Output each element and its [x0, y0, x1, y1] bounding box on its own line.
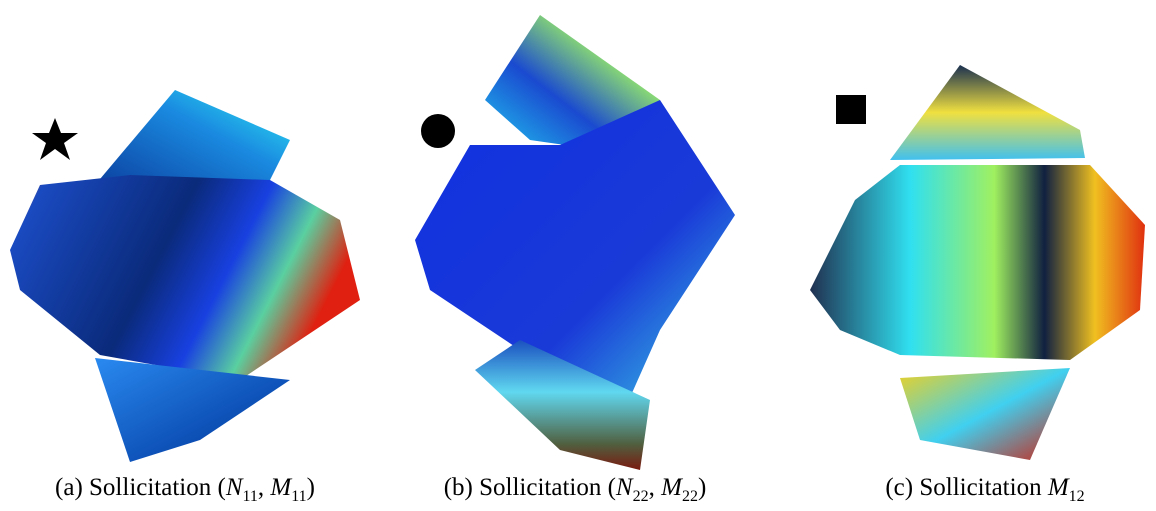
- caption-text: (c) Sollicitation: [885, 474, 1048, 501]
- math-symbol: M: [661, 474, 682, 501]
- caption: (a) Sollicitation (N11, M11): [55, 474, 315, 506]
- math-symbol: M: [270, 474, 292, 501]
- caption: (b) Sollicitation (N22, M22): [444, 474, 707, 506]
- renderings: [10, 15, 1145, 470]
- star-marker: [32, 118, 78, 160]
- block-bottom: [95, 358, 290, 462]
- caption-text: ,: [257, 474, 271, 501]
- square-marker: [836, 95, 866, 124]
- block-bottom: [900, 368, 1070, 460]
- block-middle: [415, 100, 735, 420]
- caption-text: ): [697, 474, 707, 501]
- block-top: [485, 15, 660, 150]
- block-top: [890, 65, 1085, 160]
- subscript: 12: [1068, 488, 1085, 505]
- block-middle: [810, 165, 1145, 360]
- caption-text: (b) Sollicitation (: [443, 474, 616, 501]
- math-symbol: N: [225, 474, 243, 501]
- math-symbol: N: [615, 474, 633, 501]
- block-bottom: [475, 340, 650, 470]
- caption-text: ,: [648, 474, 662, 501]
- math-symbol: M: [1047, 474, 1069, 501]
- caption: (c) Sollicitation M12: [885, 474, 1084, 506]
- subscript: 22: [681, 488, 698, 505]
- circle-marker: [421, 114, 455, 148]
- caption-text: ): [306, 474, 315, 501]
- subscript: 11: [291, 488, 307, 505]
- caption-text: (a) Sollicitation (: [55, 474, 226, 501]
- subscript: 11: [242, 488, 258, 505]
- subscript: 22: [632, 488, 649, 505]
- block-middle: [10, 175, 360, 380]
- block-top: [95, 90, 290, 195]
